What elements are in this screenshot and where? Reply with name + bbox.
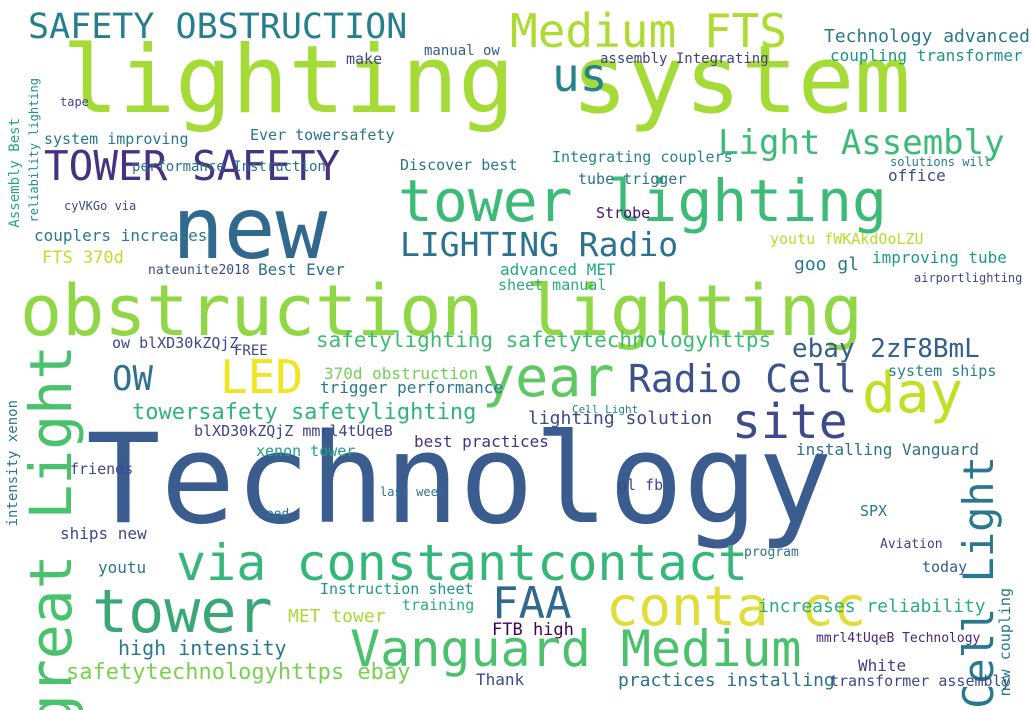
word-best-ever: Best Ever bbox=[258, 260, 345, 279]
word-spx: SPX bbox=[860, 502, 888, 520]
word-practices-installing: practices installing bbox=[618, 670, 835, 691]
word-cell-light: Cell Light bbox=[572, 403, 639, 416]
word-sheet-manual: sheet manual bbox=[498, 276, 607, 294]
word-today: today bbox=[922, 558, 968, 576]
word-safetytechnologyhttps-ebay: safetytechnologyhttps ebay bbox=[66, 660, 411, 685]
word-year: year bbox=[482, 345, 615, 409]
word-need: need bbox=[258, 507, 290, 522]
word-performance-instruction: performance Instruction bbox=[132, 159, 326, 175]
word-instruction-sheet: Instruction sheet bbox=[320, 580, 474, 598]
word-couplers-increases: couplers increases bbox=[34, 226, 208, 245]
word-ever-towersafety: Ever towersafety bbox=[250, 126, 395, 144]
word-obstruction-lighting: obstruction lighting bbox=[20, 270, 863, 352]
word-transformer-assembly: transformer assembly bbox=[830, 672, 1011, 690]
word-led: LED bbox=[220, 350, 304, 404]
word-technology: Technology bbox=[86, 408, 833, 552]
word-program: program bbox=[744, 545, 799, 560]
word-new: new bbox=[172, 179, 328, 279]
word-system-improving: system improving bbox=[44, 130, 189, 148]
word-last-week: last week bbox=[380, 485, 446, 499]
word-us: us bbox=[552, 48, 608, 102]
word-tape: tape bbox=[60, 95, 89, 109]
word-coupling-transformer: coupling transformer bbox=[830, 46, 1023, 65]
word-high-intensity: high intensity bbox=[118, 636, 287, 660]
word-via-constantcontact: via constantcontact bbox=[176, 534, 748, 592]
word-integrating-couplers: Integrating couplers bbox=[552, 148, 733, 166]
word-aviation: Aviation bbox=[880, 537, 943, 552]
word-goo-gl: goo gl bbox=[794, 254, 860, 275]
word-ow: OW bbox=[112, 359, 153, 399]
word-fts-370d: FTS 370d bbox=[42, 248, 124, 268]
word-friends: friends bbox=[70, 460, 134, 478]
word-faa: FAA bbox=[492, 578, 572, 629]
word-training: training bbox=[402, 596, 475, 614]
word-tower-lighting: tower lighting bbox=[398, 167, 887, 235]
word-site: site bbox=[732, 394, 848, 450]
word-assembly-integrating: assembly Integrating bbox=[600, 51, 769, 67]
word-lighting-radio: LIGHTING Radio bbox=[400, 225, 679, 264]
word-assembly-best: Assembly Best bbox=[7, 118, 23, 228]
word-new-coupling: new coupling bbox=[996, 588, 1014, 697]
word-installing-vanguard: installing Vanguard bbox=[796, 440, 980, 459]
word-radio-cell: Radio Cell bbox=[628, 357, 857, 401]
word-increases-reliability: increases reliability bbox=[758, 596, 986, 617]
word-airportlighting: airportlighting bbox=[914, 271, 1023, 285]
word-reliability-lighting: reliability lighting bbox=[27, 78, 41, 223]
word-tube-trigger: tube trigger bbox=[578, 170, 687, 188]
word-best-practices: best practices bbox=[414, 432, 549, 451]
word-solutions-will: solutions will bbox=[890, 155, 992, 169]
word-towersafety-safetylighting: towersafety safetylighting bbox=[132, 400, 477, 425]
word-trigger-performance: trigger performance bbox=[320, 378, 504, 397]
word-system-ships: system ships bbox=[888, 362, 997, 380]
word-technology-advanced: Technology advanced bbox=[824, 26, 1030, 47]
word-xenon-tower: xenon tower bbox=[256, 442, 356, 460]
word-thank: Thank bbox=[476, 670, 525, 689]
word-safetylighting-safetytechnologyhttps: safetylighting safetytechnologyhttps bbox=[316, 328, 772, 352]
word-met-tower: MET tower bbox=[288, 606, 386, 627]
word-tower-safety: TOWER SAFETY bbox=[44, 142, 341, 190]
word-ow-blxd30kzqjz: ow blXD30kZQjZ bbox=[112, 334, 239, 352]
word-light-assembly: Light Assembly bbox=[718, 123, 1005, 163]
word-370d-obstruction: 370d obstruction bbox=[324, 364, 479, 383]
word-free: FREE bbox=[234, 343, 268, 359]
word-safety-obstruction: SAFETY OBSTRUCTION bbox=[28, 7, 408, 47]
word-youtu: youtu bbox=[98, 558, 147, 577]
word-ebay-2zf8bml: ebay 2zF8BmL bbox=[792, 334, 980, 364]
word-conta-cc: conta cc bbox=[606, 575, 867, 638]
word-improving-tube: improving tube bbox=[872, 248, 1007, 267]
word-vanguard-medium: Vanguard Medium bbox=[350, 620, 802, 678]
word-make: make bbox=[346, 50, 383, 68]
word-gl-fb: gl fb bbox=[618, 476, 664, 494]
word-cyvkgo-via: cyVKGo via bbox=[64, 199, 137, 213]
word-lighting-solution: lighting solution bbox=[528, 408, 713, 429]
word-strobe: Strobe bbox=[596, 204, 651, 222]
word-day: day bbox=[862, 361, 964, 426]
word-tower: tower bbox=[92, 577, 273, 647]
word-office: office bbox=[888, 166, 946, 185]
word-mmrl4tuqeb-technology: mmrl4tUqeB Technology bbox=[816, 631, 981, 646]
word-blxd30kzqjz-mmrl4tuqeb: blXD30kZQjZ mmrl4tUqeB bbox=[194, 422, 393, 440]
word-youtu-fwkakdoolzu: youtu fWKAkdOoLZU bbox=[770, 230, 924, 248]
word-white: White bbox=[858, 656, 907, 675]
word-lighting-system: lighting system bbox=[62, 26, 911, 135]
word-advanced-met: advanced MET bbox=[500, 260, 616, 279]
word-discover-best: Discover best bbox=[400, 156, 518, 174]
word-medium-fts: Medium FTS bbox=[510, 4, 787, 58]
word-cell-light-vertical: Cell Light bbox=[954, 456, 1003, 709]
word-manual-ow: manual ow bbox=[424, 43, 500, 59]
word-ftb-high: FTB high bbox=[492, 620, 574, 640]
word-intensity-xenon: intensity xenon bbox=[5, 400, 21, 527]
word-nateunite2018: nateunite2018 bbox=[148, 263, 250, 278]
word-ships-new: ships new bbox=[60, 524, 147, 543]
